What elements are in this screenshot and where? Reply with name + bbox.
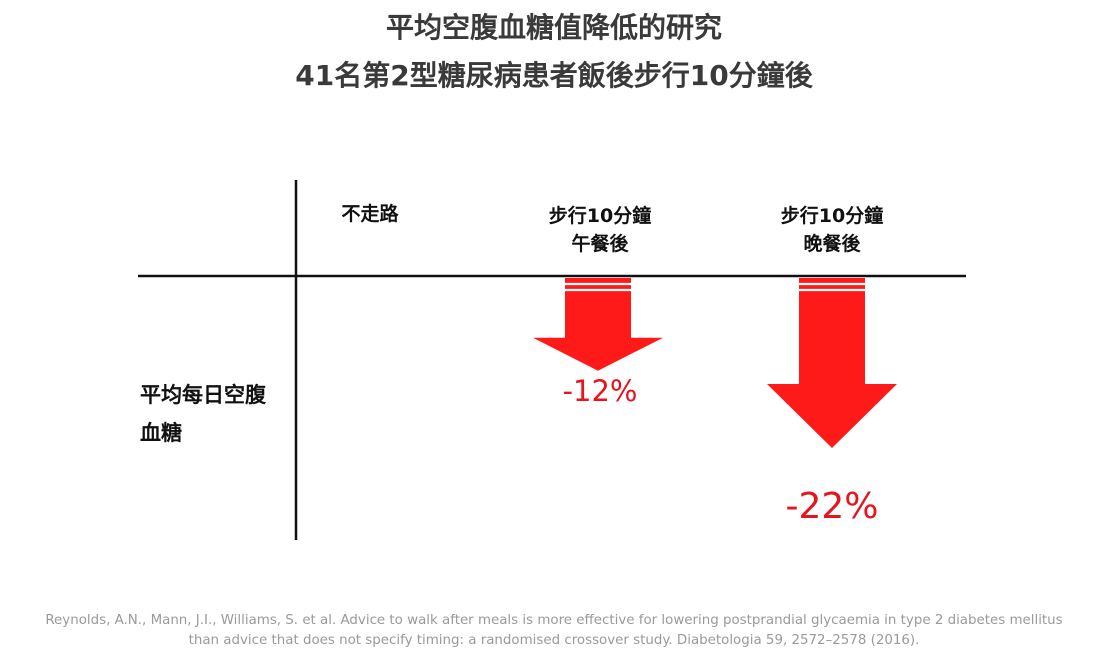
column-header-walk-after-lunch: 步行10分鐘 午餐後 bbox=[520, 202, 680, 258]
column-header-no-walk: 不走路 bbox=[330, 200, 410, 228]
row-label-line: 平均每日空腹 bbox=[140, 383, 266, 407]
citation: Reynolds, A.N., Mann, J.I., Williams, S.… bbox=[0, 611, 1108, 651]
arrow-walk-after-dinner bbox=[767, 278, 897, 448]
data-label-walk-after-dinner: -22% bbox=[785, 486, 879, 527]
column-header-line: 步行10分鐘 bbox=[780, 205, 884, 227]
column-header-line: 不走路 bbox=[341, 203, 399, 225]
column-header-walk-after-dinner: 步行10分鐘 晚餐後 bbox=[752, 202, 912, 258]
citation-line: than advice that does not specify timing… bbox=[188, 633, 920, 648]
row-label-line: 血糖 bbox=[140, 421, 182, 445]
column-header-line: 午餐後 bbox=[571, 233, 629, 255]
chart-subtitle: 41名第2型糖尿病患者飯後步行10分鐘後 bbox=[295, 59, 813, 92]
chart-area bbox=[138, 180, 966, 540]
column-header-line: 步行10分鐘 bbox=[548, 205, 652, 227]
citation-line: Reynolds, A.N., Mann, J.I., Williams, S.… bbox=[45, 613, 1063, 628]
arrow-walk-after-lunch bbox=[533, 278, 663, 371]
row-label: 平均每日空腹 血糖 bbox=[140, 376, 266, 452]
chart-title: 平均空腹血糖值降低的研究 bbox=[385, 11, 722, 44]
column-header-line: 晚餐後 bbox=[803, 233, 861, 255]
data-label-walk-after-lunch: -12% bbox=[562, 374, 638, 408]
